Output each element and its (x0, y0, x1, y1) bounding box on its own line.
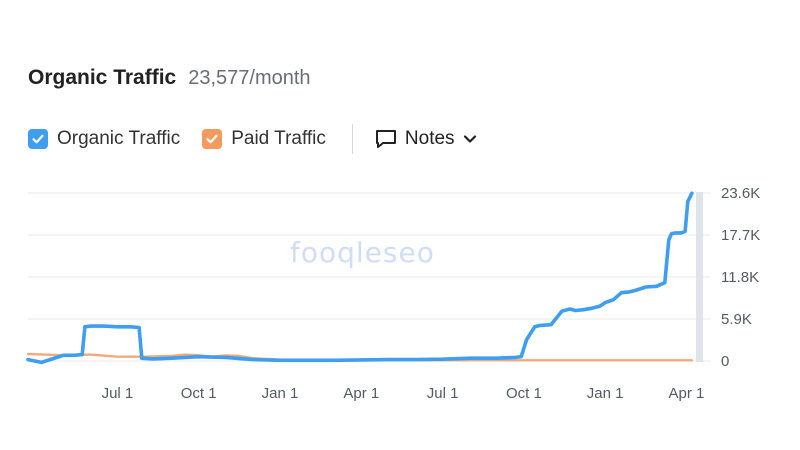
y-tick-label: 0 (721, 353, 729, 370)
notes-label: Notes (404, 128, 455, 149)
x-tick-label: Jul 1 (427, 385, 459, 402)
y-tick-label: 5.9K (721, 311, 752, 328)
traffic-total: 23,577/month (188, 67, 311, 89)
x-tick-label: Oct 1 (506, 385, 542, 402)
chart-header: Organic Traffic 23,577/month (28, 66, 311, 90)
organic-traffic-line (26, 191, 694, 365)
chevron-down-icon (463, 135, 476, 143)
speech-bubble-icon (375, 130, 396, 148)
current-period-marker (696, 192, 703, 362)
x-tick-label: Jul 1 (102, 385, 134, 402)
y-tick-label: 17.7K (721, 227, 760, 244)
checkbox-checked-icon[interactable] (28, 129, 48, 149)
legend-paid-toggle[interactable]: Paid Traffic (202, 128, 326, 150)
y-tick-label: 11.8K (721, 269, 759, 286)
legend-divider (351, 124, 353, 154)
legend-bar: Organic Traffic Paid Traffic Notes (28, 124, 477, 154)
chart-title: Organic Traffic (28, 66, 177, 89)
x-tick-label: Jan 1 (587, 385, 624, 402)
x-tick-label: Oct 1 (181, 385, 217, 402)
legend-organic-toggle[interactable]: Organic Traffic (28, 128, 180, 150)
watermark-logo: fooqleseo (290, 236, 435, 269)
checkbox-checked-icon[interactable] (202, 129, 223, 149)
x-tick-label: Apr 1 (343, 385, 379, 402)
notes-dropdown[interactable]: Notes (375, 128, 477, 150)
x-tick-label: Jan 1 (262, 385, 299, 402)
legend-organic-label: Organic Traffic (57, 128, 181, 149)
x-tick-label: Apr 1 (669, 385, 705, 402)
y-tick-label: 23.6K (721, 185, 760, 202)
legend-paid-label: Paid Traffic (231, 128, 326, 149)
